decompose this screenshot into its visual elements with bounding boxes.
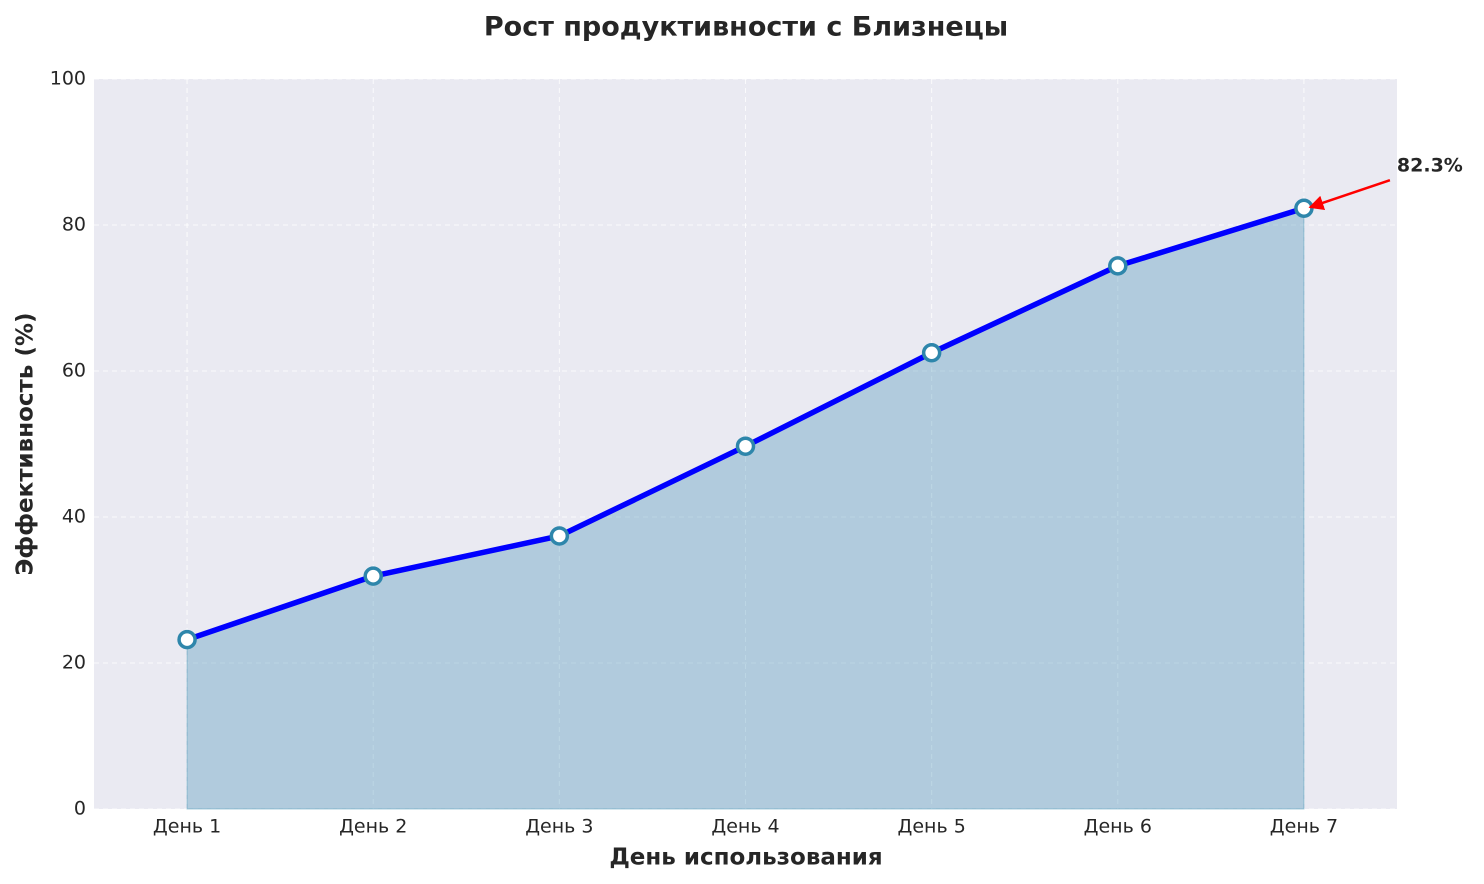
x-tick-label: День 2 <box>339 816 407 838</box>
annotation-arrow <box>1308 179 1391 210</box>
x-tick-label: День 7 <box>1270 816 1338 838</box>
x-tick-label: День 1 <box>153 816 221 838</box>
marker <box>363 566 383 586</box>
chart-title: Рост продуктивности с Близнецы <box>484 12 1008 43</box>
y-tick-label: 0 <box>74 798 86 820</box>
marker <box>549 526 570 546</box>
y-tick-label: 40 <box>62 506 86 528</box>
x-tick-label: День 5 <box>898 816 966 838</box>
x-axis-label: День использования <box>609 845 882 871</box>
y-tick-label: 20 <box>62 652 86 674</box>
x-tick-label: День 6 <box>1084 816 1152 838</box>
marker <box>735 436 756 456</box>
marker <box>1294 198 1314 218</box>
value-label: 82.3% <box>1397 155 1463 177</box>
y-tick-label: 100 <box>50 68 86 90</box>
marker <box>1108 256 1128 276</box>
marker <box>177 629 197 650</box>
y-axis-label: Эффективность (%) <box>13 312 39 575</box>
marker <box>921 343 942 363</box>
y-tick-label: 60 <box>62 360 86 382</box>
x-tick-label: День 3 <box>525 816 593 838</box>
x-tick-label: День 4 <box>711 816 779 838</box>
y-tick-label: 80 <box>62 214 86 236</box>
